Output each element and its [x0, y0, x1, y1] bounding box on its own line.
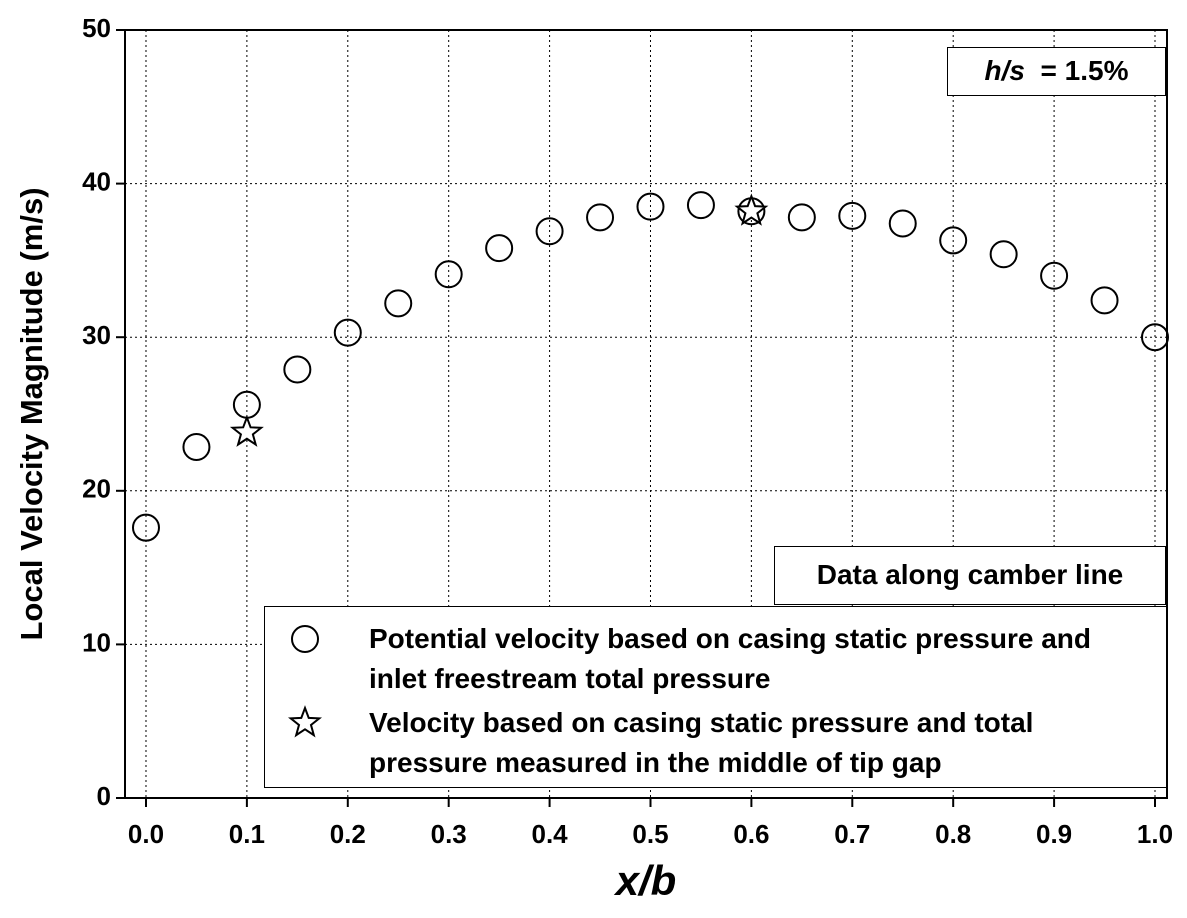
circle-marker	[939, 226, 968, 255]
legend-entry: Velocity based on casing static pressure…	[287, 703, 1146, 783]
plot-frame	[124, 29, 1168, 799]
y-tick-label: 30	[82, 320, 111, 350]
param-value: = 1.5%	[1040, 55, 1129, 86]
circle-marker	[888, 209, 917, 238]
legend-circle	[291, 625, 319, 653]
x-tick-label: 0.4	[532, 819, 569, 849]
circle-marker	[586, 203, 615, 232]
circle-marker	[434, 260, 463, 289]
circle-marker	[131, 513, 160, 542]
x-tick-label: 0.9	[1036, 819, 1072, 849]
x-tick-label: 0.8	[935, 819, 971, 849]
y-axis-label: Local Velocity Magnitude (m/s)	[14, 187, 49, 640]
x-tick-label: 0.2	[330, 819, 366, 849]
note-box: Data along camber line	[774, 546, 1166, 605]
circle-marker	[1140, 323, 1169, 352]
x-tick-label: 0.7	[834, 819, 870, 849]
legend-symbol	[288, 705, 322, 738]
x-tick-label: 0.6	[733, 819, 769, 849]
circle-marker	[636, 192, 665, 221]
legend-label: Velocity based on casing static pressure…	[369, 707, 1034, 778]
circle-marker	[787, 203, 816, 232]
circle-marker	[485, 234, 514, 263]
y-tick-label: 0	[97, 781, 111, 811]
star-marker	[734, 193, 769, 226]
circle-marker	[838, 201, 867, 230]
circle-marker	[1040, 261, 1069, 290]
circle-marker	[333, 318, 362, 347]
circle-marker	[182, 433, 211, 462]
y-tick-label: 50	[82, 13, 111, 43]
legend-label: Potential velocity based on casing stati…	[369, 623, 1092, 694]
param-symbol: h/s	[984, 55, 1025, 86]
x-tick-label: 0.3	[431, 819, 467, 849]
y-tick-label: 40	[82, 166, 111, 196]
note: Data along camber line	[816, 559, 1124, 590]
circle-marker	[384, 289, 413, 318]
param-box: h/s = 1.5%	[947, 47, 1166, 96]
legend-entry: Potential velocity based on casing stati…	[287, 619, 1146, 699]
x-tick-label: 0.5	[632, 819, 668, 849]
x-tick-label: 0.1	[229, 819, 265, 849]
y-tick-label: 10	[82, 627, 111, 657]
x-tick-label: 1.0	[1137, 819, 1173, 849]
star-marker	[229, 414, 264, 447]
x-tick-label: 0.0	[128, 819, 164, 849]
y-tick-label: 20	[82, 474, 111, 504]
legend-symbol	[291, 625, 319, 653]
legend: Potential velocity based on casing stati…	[264, 606, 1167, 788]
circle-marker	[989, 240, 1018, 269]
legend-star	[288, 705, 322, 738]
circle-marker	[686, 191, 715, 220]
circle-marker	[283, 355, 312, 384]
circle-marker	[1090, 286, 1119, 315]
x-axis-label: x/b	[614, 857, 677, 904]
circle-marker	[535, 217, 564, 246]
